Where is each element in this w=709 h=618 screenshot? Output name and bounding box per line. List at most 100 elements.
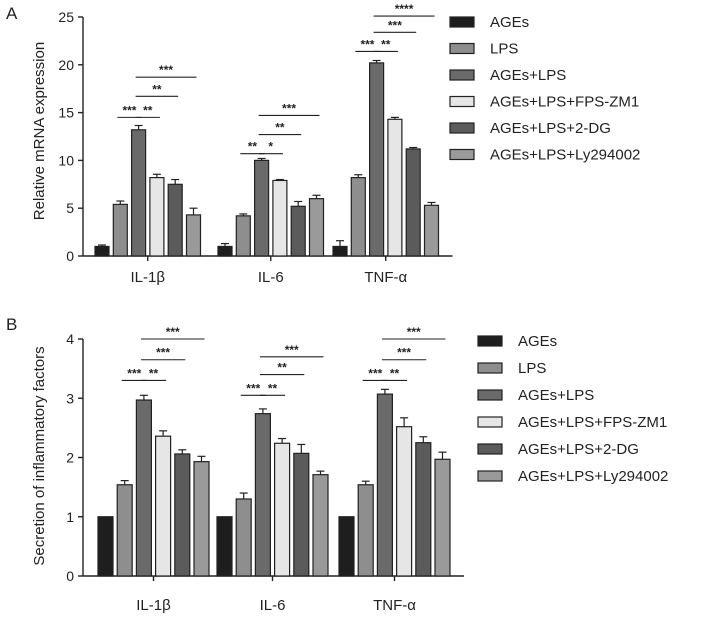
legend-label: AGEs+LPS bbox=[518, 387, 594, 404]
bar bbox=[131, 129, 147, 257]
bar bbox=[312, 474, 329, 577]
bar bbox=[423, 204, 440, 257]
legend-label: AGEs bbox=[518, 333, 557, 350]
significance-label: *** bbox=[127, 366, 141, 380]
significance-label: ** bbox=[390, 366, 400, 380]
y-tick-label: 0 bbox=[66, 568, 74, 584]
y-tick-label: 15 bbox=[58, 105, 74, 121]
y-tick-label: 10 bbox=[58, 152, 74, 168]
legend-label: AGEs bbox=[490, 14, 529, 31]
bar bbox=[387, 118, 403, 257]
significance-label: *** bbox=[122, 103, 136, 117]
panel-b-letter: B bbox=[6, 315, 17, 334]
y-tick-label: 1 bbox=[66, 509, 74, 525]
y-tick-label: 2 bbox=[66, 450, 74, 466]
bar bbox=[193, 461, 210, 577]
bar bbox=[254, 159, 270, 257]
legend-label: AGEs+LPS+Ly294002 bbox=[490, 147, 640, 164]
y-tick-label: 3 bbox=[66, 390, 74, 406]
x-tick-label: TNF-α bbox=[364, 269, 407, 286]
bar bbox=[149, 177, 165, 257]
legend-label: AGEs+LPS+Ly294002 bbox=[518, 468, 668, 485]
bar bbox=[434, 458, 451, 577]
legend-swatch bbox=[449, 148, 475, 161]
significance-label: ** bbox=[268, 381, 278, 395]
legend-label: AGEs+LPS+2-DG bbox=[490, 120, 611, 137]
significance-label: *** bbox=[285, 343, 299, 357]
bar bbox=[167, 183, 183, 257]
legend-swatch bbox=[449, 16, 475, 28]
legend-swatch bbox=[449, 69, 475, 81]
bar bbox=[97, 516, 114, 577]
bar bbox=[332, 245, 348, 257]
panel-b-y-axis-title: Secretion of inflammatory factors bbox=[31, 346, 48, 565]
significance-label: *** bbox=[360, 37, 374, 51]
bar bbox=[369, 62, 385, 257]
y-tick-label: 5 bbox=[66, 200, 74, 216]
bar bbox=[272, 179, 288, 257]
bar bbox=[405, 148, 421, 257]
bar bbox=[357, 484, 374, 577]
significance-label: ** bbox=[381, 37, 391, 51]
bar bbox=[396, 426, 413, 577]
bar bbox=[235, 215, 251, 257]
legend-label: AGEs+LPS+2-DG bbox=[518, 441, 639, 458]
bar bbox=[274, 442, 291, 577]
legend-label: AGEs+LPS bbox=[490, 67, 566, 84]
significance-label: *** bbox=[368, 366, 382, 380]
bar bbox=[254, 413, 271, 577]
significance-label: ** bbox=[277, 361, 287, 375]
bar bbox=[155, 435, 172, 577]
panel-a: A Relative mRNA expression 0 5 10 15 20 25 IL-… bbox=[6, 2, 640, 286]
significance-label: ** bbox=[149, 366, 159, 380]
bar bbox=[217, 245, 233, 257]
bar bbox=[308, 198, 325, 257]
bar bbox=[350, 177, 366, 257]
significance-label: *** bbox=[397, 346, 411, 360]
y-tick-label: 0 bbox=[66, 248, 74, 264]
significance-label: *** bbox=[407, 325, 421, 339]
significance-label: *** bbox=[156, 346, 170, 360]
bar bbox=[94, 245, 110, 257]
x-tick-label: IL-1β bbox=[131, 269, 166, 286]
y-tick-label: 20 bbox=[58, 57, 74, 73]
y-tick-label: 4 bbox=[66, 331, 74, 347]
legend-swatch bbox=[449, 95, 475, 108]
legend-swatch bbox=[477, 389, 503, 401]
x-tick-label: IL-6 bbox=[260, 597, 286, 614]
legend-swatch bbox=[449, 122, 475, 134]
significance-label: *** bbox=[159, 63, 173, 77]
significance-label: **** bbox=[395, 2, 414, 16]
bar bbox=[174, 453, 191, 577]
significance-label: ** bbox=[143, 103, 153, 117]
legend-swatch bbox=[477, 416, 503, 428]
x-tick-label: IL-6 bbox=[258, 269, 284, 286]
legend-swatch bbox=[477, 335, 503, 347]
bar bbox=[290, 205, 306, 257]
bar bbox=[415, 442, 432, 577]
bar bbox=[376, 393, 393, 577]
legend-swatch bbox=[477, 443, 503, 455]
bar bbox=[185, 214, 202, 257]
y-tick-label: 25 bbox=[58, 9, 74, 25]
x-tick-label: IL-1β bbox=[136, 597, 171, 614]
legend-label: LPS bbox=[490, 41, 518, 58]
significance-label: *** bbox=[388, 18, 402, 32]
significance-label: *** bbox=[246, 381, 260, 395]
significance-label: ** bbox=[248, 140, 258, 154]
bar bbox=[216, 516, 233, 577]
x-tick-label: TNF-α bbox=[373, 597, 416, 614]
legend-label: LPS bbox=[518, 360, 546, 377]
panel-b: B Secretion of inflammatory factors 0 1 2 3… bbox=[6, 315, 668, 614]
bar bbox=[235, 498, 252, 577]
legend-swatch bbox=[477, 470, 503, 482]
significance-label: ** bbox=[152, 82, 162, 96]
significance-label: ** bbox=[275, 121, 285, 135]
legend-label: AGEs+LPS+FPS-ZM1 bbox=[490, 94, 639, 111]
legend-swatch bbox=[449, 42, 475, 55]
significance-label: *** bbox=[166, 325, 180, 339]
bar bbox=[112, 203, 128, 257]
bar bbox=[116, 484, 133, 577]
bar bbox=[338, 516, 355, 577]
